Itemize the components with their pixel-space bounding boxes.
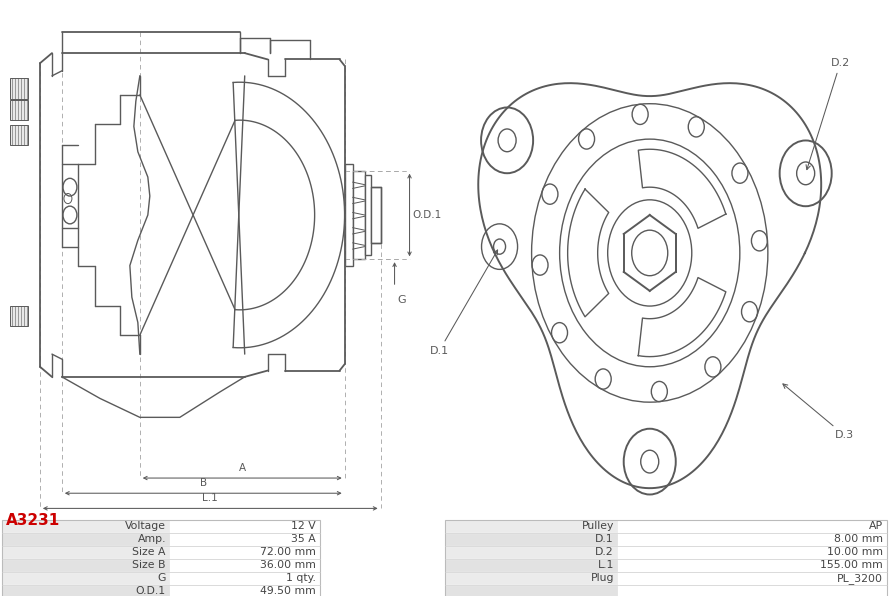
Bar xyxy=(618,533,887,546)
Bar xyxy=(353,170,364,259)
Bar xyxy=(2,559,170,572)
Text: 155.00 mm: 155.00 mm xyxy=(821,560,883,570)
Bar xyxy=(2,520,320,596)
Bar xyxy=(170,572,320,585)
Text: Voltage: Voltage xyxy=(125,521,166,531)
Bar xyxy=(618,546,887,559)
Text: AP: AP xyxy=(869,521,883,531)
Bar xyxy=(445,546,618,559)
Bar xyxy=(445,533,618,546)
Bar xyxy=(170,546,320,559)
Bar xyxy=(445,572,618,585)
Text: L.1: L.1 xyxy=(203,493,218,504)
Bar xyxy=(170,520,320,533)
Text: 10.00 mm: 10.00 mm xyxy=(827,547,883,557)
Bar xyxy=(2,533,170,546)
Bar xyxy=(445,559,618,572)
Text: Size B: Size B xyxy=(132,560,166,570)
Bar xyxy=(2,572,170,585)
Bar xyxy=(2,546,170,559)
Bar xyxy=(445,520,618,533)
Text: 72.00 mm: 72.00 mm xyxy=(260,547,316,557)
Bar xyxy=(10,100,28,120)
Text: O.D.1: O.D.1 xyxy=(412,210,442,220)
Text: G: G xyxy=(397,294,406,305)
Text: 36.00 mm: 36.00 mm xyxy=(260,560,316,570)
Text: 12 V: 12 V xyxy=(292,521,316,531)
Text: Plug: Plug xyxy=(590,573,614,583)
Bar xyxy=(170,533,320,546)
Text: D.3: D.3 xyxy=(783,384,854,440)
Text: B: B xyxy=(200,478,207,488)
Text: PL_3200: PL_3200 xyxy=(837,573,883,584)
Bar xyxy=(445,585,618,596)
Bar xyxy=(618,572,887,585)
Text: D.2: D.2 xyxy=(806,58,850,170)
Bar xyxy=(170,559,320,572)
Text: 8.00 mm: 8.00 mm xyxy=(834,534,883,544)
Bar xyxy=(10,306,28,326)
Text: A3231: A3231 xyxy=(6,513,60,527)
Text: G: G xyxy=(157,573,166,583)
Bar xyxy=(618,559,887,572)
Bar xyxy=(10,79,28,99)
Bar xyxy=(170,585,320,596)
Bar xyxy=(2,520,170,533)
Text: 49.50 mm: 49.50 mm xyxy=(260,586,316,596)
Text: D.2: D.2 xyxy=(596,547,614,557)
Bar xyxy=(2,585,170,596)
Text: 1 qty.: 1 qty. xyxy=(286,573,316,583)
Bar xyxy=(618,585,887,596)
Text: L.1: L.1 xyxy=(597,560,614,570)
Bar xyxy=(345,164,353,266)
Text: D.1: D.1 xyxy=(596,534,614,544)
Text: Size A: Size A xyxy=(132,547,166,557)
Text: A: A xyxy=(238,463,245,473)
Text: 35 A: 35 A xyxy=(292,534,316,544)
Text: O.D.1: O.D.1 xyxy=(136,586,166,596)
Text: Amp.: Amp. xyxy=(138,534,166,544)
Bar xyxy=(618,520,887,533)
Text: Pulley: Pulley xyxy=(581,521,614,531)
Bar xyxy=(371,187,380,243)
Bar xyxy=(364,175,371,256)
Bar xyxy=(445,520,887,596)
Bar xyxy=(10,125,28,145)
Text: D.1: D.1 xyxy=(429,250,498,356)
